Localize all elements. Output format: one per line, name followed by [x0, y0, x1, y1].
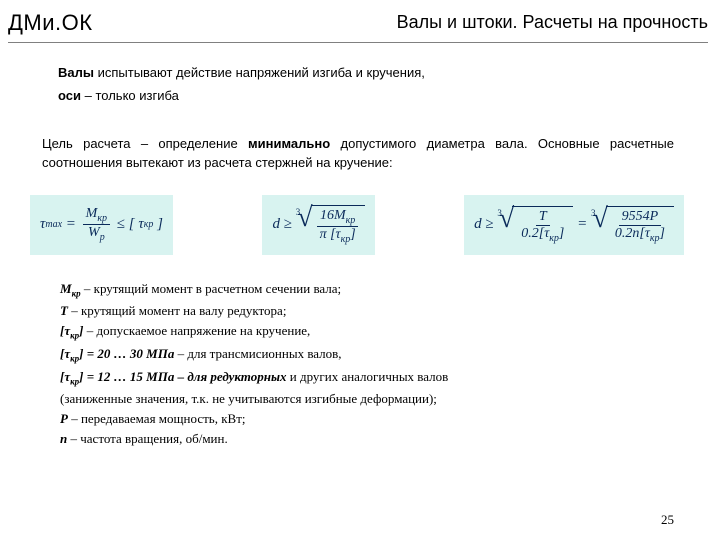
def-line-7: Р – передаваемая мощность, кВт; — [60, 409, 680, 429]
intro-text-1: испытывают действие напряжений изгиба и … — [94, 65, 425, 80]
formula-d1: d ≥ 3 √ 16Mкр π [τкр] — [262, 195, 374, 255]
formula-d2: d ≥ 3 √ T 0.2[τкр] = 3 √ 9554P 0.2n[τкр] — [464, 195, 684, 255]
def-line-6: (заниженные значения, т.к. не учитываютс… — [60, 389, 680, 409]
formula-tau: τmax = Mкр Wp ≤ [ τкр ] — [30, 195, 173, 255]
def-line-8: n – частота вращения, об/мин. — [60, 429, 680, 449]
intro-text-2: – только изгиба — [81, 88, 179, 103]
intro-bold-2: оси — [58, 88, 81, 103]
intro-block: Валы испытывают действие напряжений изги… — [0, 43, 720, 108]
page-number: 25 — [661, 512, 674, 528]
goal-text-1: Цель расчета – определение — [42, 136, 248, 151]
definitions-block: Mкр – крутящий момент в расчетном сечени… — [0, 255, 720, 450]
formula-row: τmax = Mкр Wp ≤ [ τкр ] d ≥ 3 √ 16Mкр π … — [0, 173, 720, 255]
def-line-3: [τкр] – допускаемое напряжение на кручен… — [60, 321, 680, 344]
intro-bold-1: Валы — [58, 65, 94, 80]
course-logo: ДМи.ОК — [8, 8, 93, 36]
goal-bold: минимально — [248, 136, 330, 151]
def-line-5: [τкр] = 12 … 15 МПа – для редукторных и … — [60, 367, 680, 390]
goal-paragraph: Цель расчета – определение минимально до… — [0, 108, 720, 173]
def-line-2: Т – крутящий момент на валу редуктора; — [60, 301, 680, 321]
intro-line-2: оси – только изгиба — [58, 84, 680, 107]
def-line-4: [τкр] = 20 … 30 МПа – для трансмисионных… — [60, 344, 680, 367]
def-line-1: Mкр – крутящий момент в расчетном сечени… — [60, 279, 680, 302]
slide-header: ДМи.ОК Валы и штоки. Расчеты на прочност… — [0, 0, 720, 38]
slide-title: Валы и штоки. Расчеты на прочность — [93, 8, 708, 33]
intro-line-1: Валы испытывают действие напряжений изги… — [58, 61, 680, 84]
